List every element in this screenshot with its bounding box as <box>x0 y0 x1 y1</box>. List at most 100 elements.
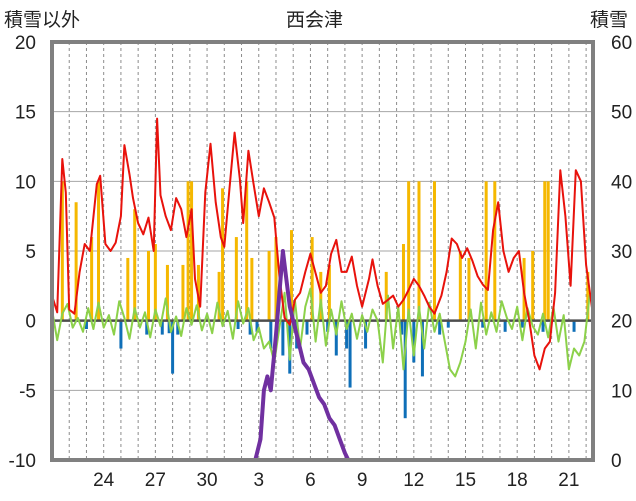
sunshine-bar <box>181 264 185 321</box>
y-tick-right: 40 <box>611 172 632 193</box>
sunshine-bar <box>90 237 94 321</box>
sunshine-bars <box>60 181 590 321</box>
sunshine-bar <box>165 264 169 321</box>
plot-frame <box>50 40 595 462</box>
sunshine-bar <box>319 271 323 321</box>
y-tick-left: 5 <box>25 242 36 263</box>
precip-bar <box>305 320 309 335</box>
x-tick: 30 <box>196 470 217 491</box>
precip-bars <box>84 320 576 419</box>
precip-bar <box>503 320 507 332</box>
chart-series <box>51 117 594 462</box>
sunshine-bar <box>407 181 411 321</box>
sunshine-bar <box>310 237 314 321</box>
sunshine-bar <box>250 257 254 321</box>
sunshine-bar <box>186 181 190 321</box>
precip-bar <box>520 320 524 328</box>
sunshine-bar <box>327 264 331 321</box>
x-tick: 12 <box>403 470 424 491</box>
sunshine-bar <box>60 181 64 321</box>
y-tick-left: -10 <box>9 451 36 472</box>
sunshine-bar <box>586 271 590 321</box>
x-tick: 9 <box>357 470 368 491</box>
precip-bar <box>412 320 416 363</box>
x-tick: 27 <box>145 470 166 491</box>
precip-bar <box>541 320 545 332</box>
sunshine-bar <box>417 181 421 321</box>
sunshine-bar <box>126 257 130 321</box>
precip-bar <box>326 320 330 332</box>
sunshine-bar <box>432 181 436 321</box>
temperature-line <box>51 117 594 371</box>
precip-bar <box>248 320 252 335</box>
y-tick-left: 10 <box>15 172 36 193</box>
y-tick-right: 50 <box>611 103 632 124</box>
precip-bar <box>348 320 352 388</box>
sunshine-bar <box>217 271 221 321</box>
sunshine-bar <box>546 181 550 321</box>
sunshine-bar <box>97 181 101 321</box>
sunshine-bar <box>245 181 249 321</box>
y-tick-left: -5 <box>19 381 36 402</box>
precip-bar <box>160 320 164 335</box>
precip-bar <box>334 320 338 356</box>
sunshine-bar <box>267 251 271 321</box>
right-axis-title: 積雪 <box>590 9 629 31</box>
precip-bar <box>236 320 240 330</box>
precip-bar <box>400 320 404 335</box>
precip-bar <box>145 320 149 335</box>
precip-bar <box>255 320 259 332</box>
snow-line <box>52 249 593 462</box>
sunshine-bar <box>543 181 547 321</box>
x-tick: 18 <box>507 470 528 491</box>
precip-bar <box>572 320 576 332</box>
precip-bar <box>269 320 273 349</box>
precip-bar <box>438 320 442 335</box>
sunshine-bar <box>384 271 388 321</box>
sunshine-bar <box>467 257 471 321</box>
sunshine-bar <box>74 202 78 321</box>
left-axis-title: 積雪以外 <box>4 9 81 31</box>
sunshine-bar <box>146 251 150 321</box>
y-tick-right: 0 <box>611 451 622 472</box>
y-tick-left: 20 <box>15 33 36 54</box>
chart-title: 西会津 <box>286 9 344 31</box>
sunshine-bar <box>234 237 238 321</box>
precip-bar <box>403 320 407 419</box>
x-tick: 24 <box>93 470 115 491</box>
y-tick-right: 30 <box>611 242 632 263</box>
sunshine-bar <box>274 237 278 321</box>
sunshine-bar <box>289 230 293 321</box>
y-tick-right: 20 <box>611 312 632 333</box>
sunshine-bar <box>221 188 225 321</box>
precip-bar <box>119 320 123 349</box>
x-tick: 21 <box>558 470 579 491</box>
sunshine-bar <box>493 181 497 321</box>
precip-bar <box>176 320 180 335</box>
precip-bar <box>171 320 175 374</box>
frame-border <box>50 40 595 462</box>
precip-bar <box>420 320 424 377</box>
precip-bar <box>446 320 450 328</box>
sunshine-bar <box>458 251 462 321</box>
wind-line <box>51 287 594 378</box>
precip-bar <box>281 320 285 356</box>
sunshine-bar <box>531 251 535 321</box>
sunshine-bar <box>133 209 137 321</box>
sunshine-bar <box>401 244 405 321</box>
x-tick: 6 <box>305 470 316 491</box>
sunshine-bar <box>190 181 194 321</box>
x-tick: 3 <box>253 470 264 491</box>
y-tick-right: 60 <box>611 33 632 54</box>
sunshine-bar <box>484 181 488 321</box>
x-tick: 15 <box>455 470 476 491</box>
chart-grid <box>51 42 593 460</box>
precip-bar <box>364 320 368 349</box>
y-tick-left: 15 <box>15 103 36 124</box>
y-tick-left: 0 <box>25 312 36 333</box>
y-tick-right: 10 <box>611 381 632 402</box>
sunshine-bar <box>153 244 157 321</box>
precip-bar <box>345 320 349 349</box>
